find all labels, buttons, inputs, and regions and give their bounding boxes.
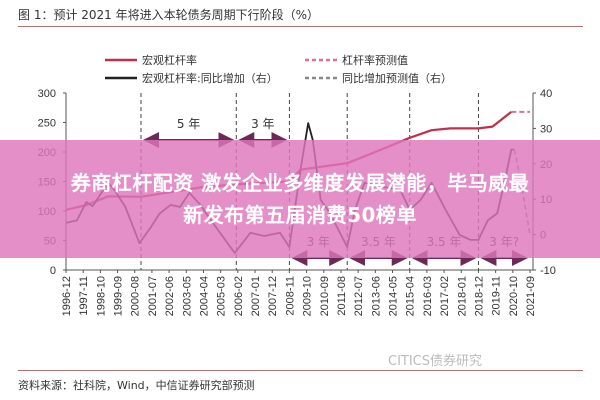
x-axis-tick-label: 2007-01: [250, 276, 262, 316]
left-axis-tick-label: 0: [50, 265, 56, 277]
x-axis-tick-label: 2018-01: [456, 276, 468, 316]
banner-line-2: 新发布第五届消费50榜单: [183, 203, 417, 227]
x-axis-tick-label: 2009-10: [302, 276, 314, 316]
source-divider: [18, 370, 583, 371]
x-axis-tick-label: 2008-11: [284, 276, 296, 316]
x-axis-tick-label: 2020-10: [508, 276, 520, 316]
x-axis-tick-label: 2014-05: [388, 276, 400, 316]
x-axis-tick-label: 2003-05: [181, 276, 193, 316]
legend-label: 同比增加预测值（右）: [342, 71, 452, 85]
x-axis-tick-label: 2010-09: [319, 276, 331, 316]
cycle-duration-label: 3 年: [251, 117, 274, 131]
legend-label: 宏观杠杆率:同比增加（右）: [142, 71, 278, 85]
right-axis-tick-label: -10: [540, 265, 556, 277]
x-axis-tick-label: 2005-03: [216, 276, 228, 316]
x-axis-tick-label: 2018-12: [473, 276, 485, 316]
x-axis-tick-label: 1996-12: [61, 276, 73, 316]
x-axis-tick-label: 1999-09: [113, 276, 125, 316]
x-axis-tick-label: 2001-07: [147, 276, 159, 316]
title-divider: [18, 26, 583, 27]
x-axis-tick-label: 1998-10: [95, 276, 107, 316]
legend-label: 杠杆率预测值: [342, 53, 408, 67]
left-axis-tick-label: 300: [38, 88, 56, 100]
legend-label: 宏观杠杆率: [142, 53, 197, 67]
x-axis-tick-label: 2013-06: [370, 276, 382, 316]
right-axis-tick-label: 40: [540, 88, 552, 100]
x-axis-tick-label: 2004-04: [198, 276, 210, 316]
x-axis-tick-label: 2006-02: [233, 276, 245, 316]
x-axis-tick-label: 2011-08: [336, 276, 348, 316]
figure-title: 图 1：预计 2021 年将进入本轮债务周期下行阶段（%）: [18, 8, 320, 22]
right-axis-tick-label: 30: [540, 123, 552, 135]
cycle-duration-label: 5 年: [177, 117, 200, 131]
x-axis-tick-label: 2016-03: [422, 276, 434, 316]
x-axis-tick-label: 2017-02: [439, 276, 451, 316]
left-axis-tick-label: 250: [38, 118, 56, 130]
x-axis-tick-label: 2021-09: [525, 276, 537, 316]
x-axis-tick-label: 2015-04: [405, 276, 417, 316]
banner-line-1: 券商杠杆配资 激发企业多维度发展潜能，毕马威最: [70, 171, 530, 195]
x-axis-tick-label: 2007-12: [267, 276, 279, 316]
ad-banner-overlay[interactable]: 券商杠杆配资 激发企业多维度发展潜能，毕马威最 新发布第五届消费50榜单: [0, 140, 600, 258]
source-note: 资料来源：社科院，Wind，中信证券研究部预测: [18, 379, 255, 392]
x-axis-tick-label: 2012-07: [353, 276, 365, 316]
x-axis-tick-label: 2002-06: [164, 276, 176, 316]
x-axis-tick-label: 1997-11: [78, 276, 90, 316]
x-axis-tick-label: 2000-08: [130, 276, 142, 316]
x-axis-tick-label: 2019-11: [491, 276, 503, 316]
watermark: CITICS债券研究: [388, 354, 483, 369]
